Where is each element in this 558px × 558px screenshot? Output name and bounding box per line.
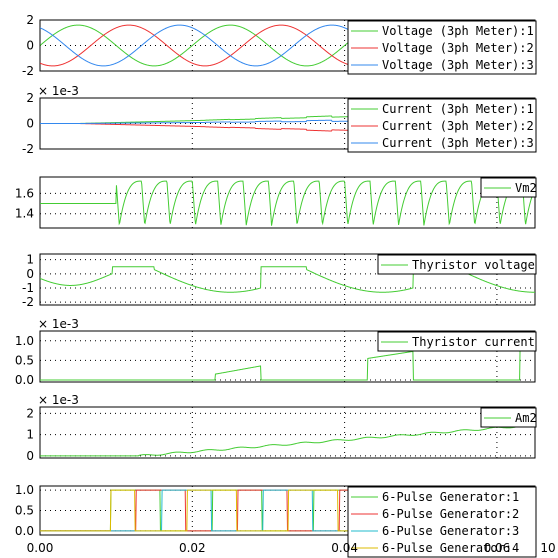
y-tick-label: 1.0 [15,483,34,497]
legend-entry: Current (3ph Meter):1 [382,102,534,116]
x-tick-label: 0.06 [484,541,511,555]
panel-7: 1.0 0.5 0.0 6-Pulse Generator:1 6-Pulse Gene… [15,483,537,558]
legend [347,486,537,558]
axis-exponent-label: × 1e-3 [38,393,79,407]
panel-4: 10-1-2 Thyristor voltage [22,253,537,309]
legend [377,331,537,352]
y-tick-label: 0 [26,267,34,281]
panel-1: 2 0 -2 Voltage (3ph Meter):1 Voltage (3ph Me… [22,13,537,78]
axis-exponent-label: × 1e-3 [38,84,79,98]
y-tick-label: -2 [22,142,34,156]
legend-entry: Am2 [515,411,537,425]
legend [347,20,537,75]
y-tick-label: 0.5 [15,504,34,518]
legend-entry: Voltage (3ph Meter):3 [382,58,534,72]
y-tick-label: 0.0 [15,524,34,538]
panel-5: 1.0 0.5 0.0 × 1e-3 Thyristor current [15,317,537,387]
legend-entry: Voltage (3ph Meter):1 [382,24,534,38]
plot-frame [39,406,536,459]
legend-entry: Voltage (3ph Meter):2 [382,41,534,55]
legend-entry: Thyristor current [412,335,535,349]
y-tick-label: 1.0 [15,334,34,348]
x-tick-label-cut: 10 [540,541,555,555]
y-tick-label: 1.6 [15,186,34,200]
legend-entry: 6-Pulse Generator:2 [382,507,519,521]
y-tick-label: 0 [26,449,34,463]
y-tick-label: 1 [26,253,34,267]
y-tick-label: -2 [22,64,34,78]
y-tick-label: 2 [26,13,34,27]
legend-entry: 6-Pulse Generator:3 [382,524,519,538]
legend [347,98,537,153]
axis-exponent-label: × 1e-3 [38,317,79,331]
series-line-1 [40,180,535,226]
plot-frame [39,176,536,229]
y-tick-label: 0.5 [15,353,34,367]
y-tick-label: 1.4 [15,207,34,221]
y-tick-label: 0.0 [15,373,34,387]
panel-2: 2 0 -2 × 1e-3 Current (3ph Meter):1 Current (… [22,84,537,156]
y-tick-label: -2 [22,295,34,309]
legend-entry: Thyristor voltage [412,258,535,272]
y-tick-label: 2 [26,406,34,420]
y-tick-label: 0 [26,39,34,53]
x-tick-label: 0.00 [27,541,54,555]
legend-entry: Current (3ph Meter):3 [382,136,534,150]
x-tick-label: 0.02 [179,541,206,555]
y-tick-label: 2 [26,91,34,105]
x-tick-label: 0.04 [331,541,358,555]
y-tick-label: 0 [26,117,34,131]
legend-entry: Vm2 [515,181,537,195]
panel-6: 2 1 0 × 1e-3 Am2 [26,393,536,463]
legend-entry: Current (3ph Meter):2 [382,119,534,133]
y-tick-label: 1 [26,428,34,442]
legend-entry: 6-Pulse Generator:1 [382,490,519,504]
legend [377,254,537,275]
y-tick-label: -1 [22,281,34,295]
panel-3: 1.6 1.4 Vm2 [15,176,537,229]
series-line-1 [40,342,535,381]
series-line-1 [40,424,535,457]
legend-entry: 6-Pulse Generator:4 [382,541,519,555]
